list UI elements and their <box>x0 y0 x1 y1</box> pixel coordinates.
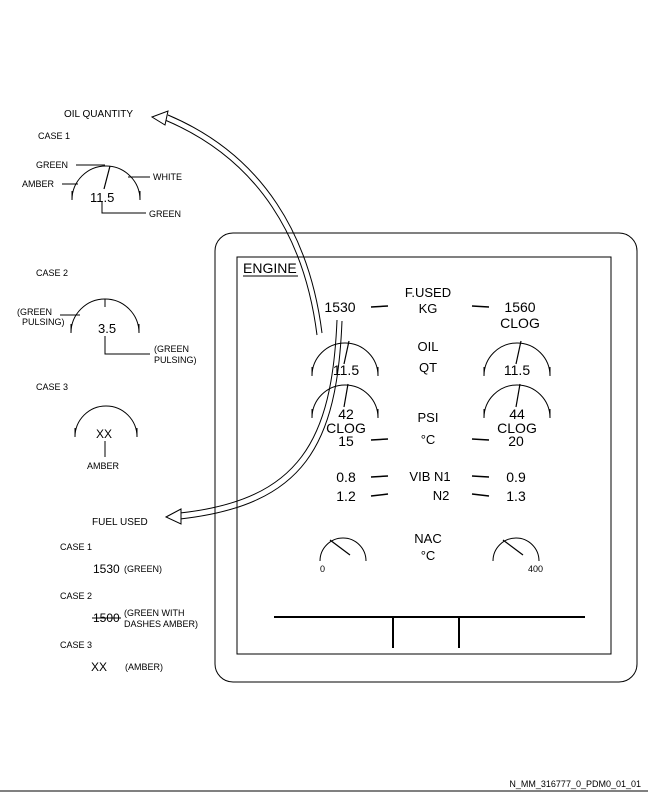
oil-unit: QT <box>419 360 437 375</box>
oil-case2-gauge <box>60 298 150 355</box>
fuel-used-callout-arrow <box>164 319 343 525</box>
oil-case2-pulsing-left-2: PULSING) <box>22 317 65 327</box>
temp-right-value: 20 <box>508 433 524 449</box>
nac-right-scale: 400 <box>528 564 543 574</box>
vib-n1-label: VIB N1 <box>409 469 450 484</box>
oil-right-value: 11.5 <box>504 362 530 378</box>
n2-left-value: 1.2 <box>336 488 356 504</box>
oil-case3-label: CASE 3 <box>36 382 68 392</box>
fuel-case2-note-1: (GREEN WITH <box>124 608 185 618</box>
fuel-used-title: FUEL USED <box>92 517 148 528</box>
oil-label: OIL <box>418 339 439 354</box>
temp-left-value: 15 <box>338 433 354 449</box>
oil-quantity-callout-arrow <box>150 110 323 336</box>
fuel-clog-right: CLOG <box>500 315 540 331</box>
oil-case2-label: CASE 2 <box>36 268 68 278</box>
vib-n1-right-value: 0.9 <box>506 469 526 485</box>
fuel-case3-label: CASE 3 <box>60 640 92 650</box>
temp-unit: °C <box>421 432 436 447</box>
fuel-case2-note-2: DASHES AMBER) <box>124 619 198 629</box>
fuel-case1-value: 1530 <box>93 562 120 576</box>
n2-label: N2 <box>433 488 450 503</box>
oil-case3-amber: AMBER <box>87 461 120 471</box>
oil-case1-green-bottom: GREEN <box>149 209 181 219</box>
nac-gauge-left <box>319 537 367 562</box>
fuel-used-left-value: 1530 <box>324 299 355 315</box>
oil-case2-value: 3.5 <box>98 321 116 336</box>
oil-case2-pulsing-left-1: (GREEN <box>17 307 52 317</box>
psi-gauge-right <box>483 383 551 419</box>
nac-label: NAC <box>414 531 441 546</box>
oil-left-value: 11.5 <box>333 362 359 378</box>
oil-case1-white: WHITE <box>153 172 182 182</box>
vib-n1-left-value: 0.8 <box>336 469 356 485</box>
fuel-used-unit: KG <box>419 301 438 316</box>
oil-gauge-right <box>483 340 551 377</box>
display-bottom-separator <box>274 616 585 648</box>
fuel-case1-note: (GREEN) <box>124 564 162 574</box>
fuel-case1-label: CASE 1 <box>60 542 92 552</box>
nac-gauge-right <box>492 537 540 562</box>
nac-left-scale: 0 <box>320 564 325 574</box>
clog-left: CLOG <box>326 420 366 436</box>
fuel-case2-label: CASE 2 <box>60 591 92 601</box>
nac-unit: °C <box>421 548 436 563</box>
oil-case1-gauge <box>62 164 150 214</box>
oil-case1-label: CASE 1 <box>38 131 70 141</box>
oil-case1-green-top: GREEN <box>36 160 68 170</box>
oil-case1-amber: AMBER <box>22 179 55 189</box>
oil-quantity-title: OIL QUANTITY <box>64 109 133 120</box>
display-screen <box>236 256 612 655</box>
psi-right-value: 44 <box>509 406 525 422</box>
psi-gauge-left <box>311 383 379 419</box>
fuel-used-label: F.USED <box>405 285 451 300</box>
oil-case1-value: 11.5 <box>90 190 114 205</box>
psi-left-value: 42 <box>338 406 354 422</box>
oil-case2-pulsing-right-2: PULSING) <box>154 355 197 365</box>
n2-right-value: 1.3 <box>506 488 526 504</box>
psi-label: PSI <box>418 410 439 425</box>
fuel-used-right-value: 1560 <box>504 299 535 315</box>
oil-case1-needle <box>103 165 111 190</box>
reference-code: N_MM_316777_0_PDM0_01_01 <box>509 779 641 789</box>
display-bezel <box>214 232 638 683</box>
oil-case2-pulsing-right-1: (GREEN <box>154 344 189 354</box>
fuel-case3-value: XX <box>91 660 107 674</box>
oil-gauge-left <box>311 340 379 377</box>
display-title: ENGINE <box>243 260 297 276</box>
clog-right: CLOG <box>497 420 537 436</box>
oil-case3-value: XX <box>96 427 112 441</box>
fuel-case3-note: (AMBER) <box>125 662 163 672</box>
oil-case3-gauge <box>74 405 138 457</box>
